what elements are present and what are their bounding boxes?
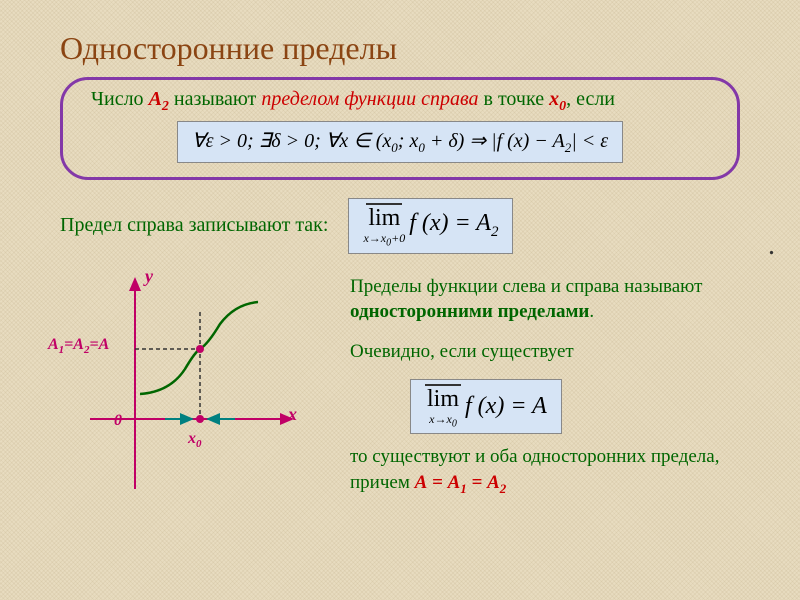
notation-label: Предел справа записывают так: bbox=[60, 214, 328, 237]
para-2: Очевидно, если существует bbox=[350, 339, 740, 365]
center-limit-formula: lim x→x0 f (x) = A bbox=[410, 379, 562, 435]
slide-title: Односторонние пределы bbox=[60, 30, 740, 67]
period: . bbox=[768, 230, 775, 262]
explanation-column: Пределы функции слева и справа называют … bbox=[350, 274, 740, 512]
definition-text: Число А2 называют пределом функции справ… bbox=[91, 88, 709, 115]
definition-formula: ∀ε > 0; ∃δ > 0; ∀x ∈ (x0; x0 + δ) ⇒ |f (… bbox=[177, 121, 623, 163]
notation-formula: lim x→x0+0 f (x) = A2 bbox=[348, 198, 513, 254]
function-graph: y x 0 х0 А1=А2=А bbox=[60, 274, 300, 504]
para-3: то существуют и оба односторонних предел… bbox=[350, 444, 740, 497]
definition-box: Число А2 называют пределом функции справ… bbox=[60, 77, 740, 180]
notation-row: Предел справа записывают так: lim x→x0+0… bbox=[60, 198, 740, 254]
para-1: Пределы функции слева и справа называют … bbox=[350, 274, 740, 325]
bottom-section: y x 0 х0 А1=А2=А Пределы функции слева и… bbox=[60, 274, 740, 512]
